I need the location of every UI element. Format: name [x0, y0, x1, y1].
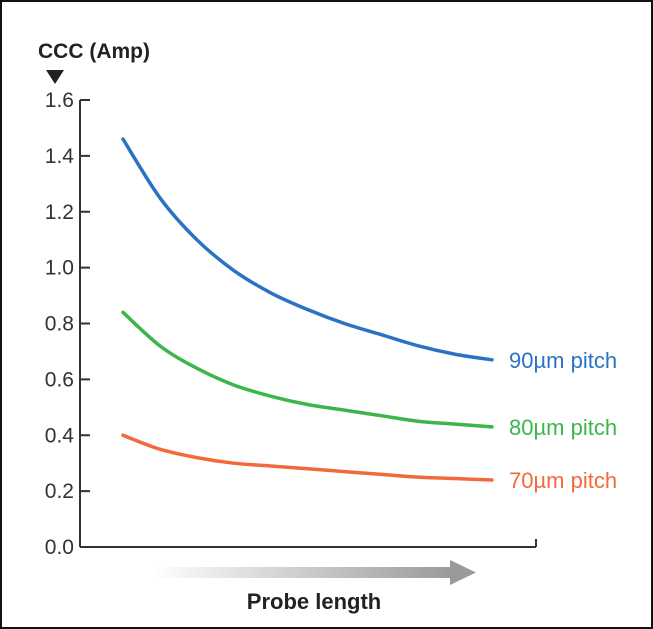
y-tick-label: 1.6 — [45, 89, 74, 112]
y-tick-label: 1.0 — [45, 257, 74, 280]
series-line-2 — [121, 310, 494, 429]
series-line-1 — [121, 137, 494, 362]
probe-length-arrow — [152, 560, 476, 585]
y-tick-label: 0.6 — [45, 368, 74, 391]
series-lines — [121, 137, 494, 482]
arrow-right-icon — [450, 560, 476, 585]
series-line-3 — [121, 433, 494, 482]
y-tick-label: 1.4 — [45, 145, 75, 168]
y-tick-label: 0.8 — [45, 313, 74, 336]
y-tick-label: 0.2 — [45, 480, 74, 503]
y-axis-ticks: 0.0 0.2 0.4 0.6 0.8 1.0 1.2 1.4 1.6 — [45, 89, 90, 559]
series-label-3: 70µm pitch — [509, 468, 617, 493]
x-axis-label: Probe length — [247, 589, 381, 614]
y-axis-arrow-icon — [46, 70, 64, 84]
series-labels: 90µm pitch 80µm pitch 70µm pitch — [509, 348, 617, 493]
y-tick-label: 0.0 — [45, 536, 74, 559]
arrow-shaft — [152, 567, 452, 578]
series-label-1: 90µm pitch — [509, 348, 617, 373]
y-axis-label: CCC (Amp) — [38, 40, 150, 63]
y-tick-label: 0.4 — [45, 424, 75, 447]
y-tick-label: 1.2 — [45, 201, 74, 224]
series-label-2: 80µm pitch — [509, 415, 617, 440]
